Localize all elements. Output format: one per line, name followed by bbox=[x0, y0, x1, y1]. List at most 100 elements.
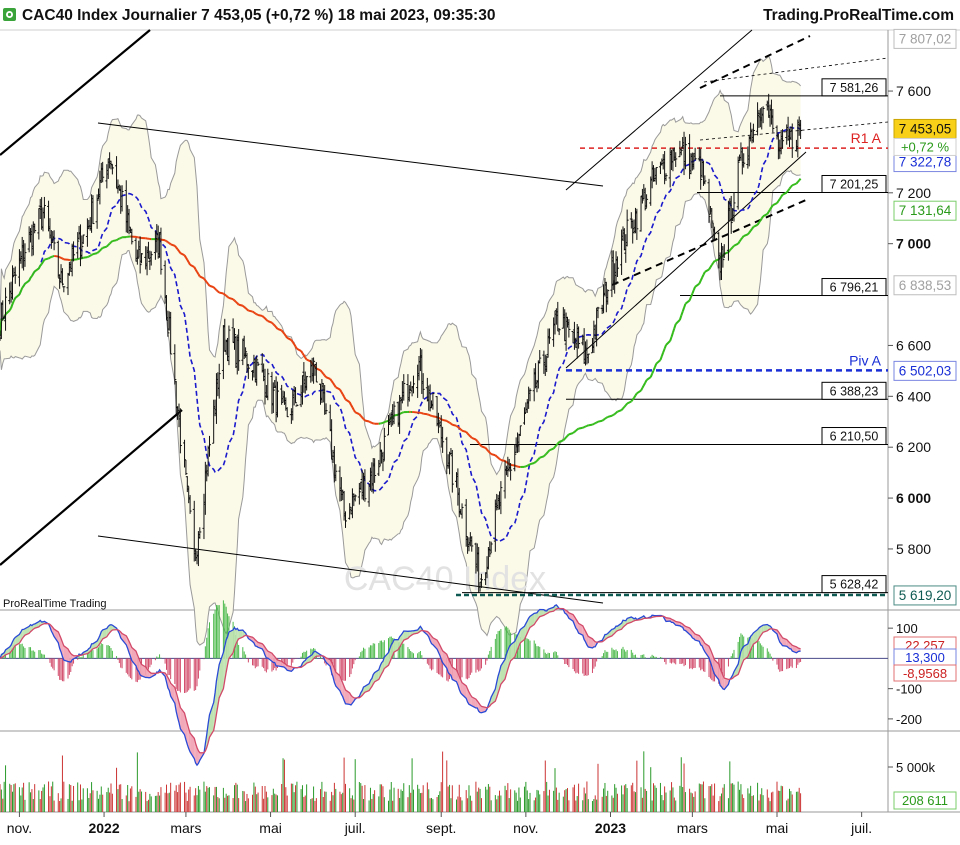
ma-long-seg-62 bbox=[118, 239, 119, 240]
price-tag-label-3: 7 322,78 bbox=[899, 155, 952, 170]
ma-long-seg-299 bbox=[577, 429, 578, 430]
ma-long-seg-167 bbox=[322, 372, 323, 374]
level-label-2: 6 796,21 bbox=[830, 281, 879, 295]
ma-long-seg-85 bbox=[161, 240, 165, 241]
ma-long-seg-282 bbox=[545, 453, 546, 454]
ma-long-seg-17 bbox=[31, 276, 32, 278]
ma-long-seg-377 bbox=[730, 249, 731, 251]
ma-long-seg-339 bbox=[655, 364, 656, 367]
ma-long-seg-312 bbox=[604, 419, 605, 420]
macd-panel: ProRealTime Trading100-100-20022,25713,3… bbox=[0, 598, 956, 765]
ma-long-seg-306 bbox=[592, 424, 593, 425]
ma-long-seg-288 bbox=[556, 444, 557, 445]
ma-long-seg-277 bbox=[536, 461, 537, 462]
ma-long-seg-316 bbox=[612, 415, 613, 416]
ma-long-seg-186 bbox=[359, 414, 360, 416]
ma-long-seg-359 bbox=[694, 287, 695, 290]
ma-long-seg-90 bbox=[171, 244, 175, 245]
ma-long-seg-58 bbox=[110, 242, 111, 243]
ma-long-seg-296 bbox=[573, 432, 574, 433]
ma-long-seg-274 bbox=[529, 464, 530, 465]
ma-long-seg-138 bbox=[265, 318, 266, 320]
ma-long-seg-6 bbox=[10, 308, 11, 310]
ma-long-seg-221 bbox=[427, 414, 428, 415]
ma-long-seg-257 bbox=[497, 457, 498, 458]
ma-long-seg-172 bbox=[332, 381, 333, 383]
macd-line bbox=[0, 605, 801, 765]
ma-long-seg-182 bbox=[351, 405, 352, 407]
ma-long-seg-12 bbox=[21, 288, 22, 291]
ma-long-seg-335 bbox=[647, 377, 651, 380]
price-tick-label-4: 6 400 bbox=[896, 388, 931, 404]
ma-long-seg-114 bbox=[218, 291, 219, 292]
ma-long-seg-240 bbox=[462, 431, 466, 432]
ma-long-seg-179 bbox=[344, 397, 345, 400]
level-label-5: 5 628,42 bbox=[830, 578, 879, 592]
ma-long-seg-199 bbox=[383, 422, 384, 423]
ma-long-seg-337 bbox=[652, 370, 653, 373]
ma-long-seg-236 bbox=[456, 426, 457, 427]
ma-long-seg-354 bbox=[684, 304, 685, 308]
ma-long-seg-291 bbox=[563, 439, 564, 440]
ma-long-seg-365 bbox=[705, 270, 709, 272]
change-label: +0,72 % bbox=[901, 139, 950, 154]
ma-long-seg-129 bbox=[247, 309, 248, 310]
ma-long-seg-345 bbox=[666, 341, 670, 345]
x-tick-label-4: juil. bbox=[344, 820, 366, 836]
ma-long-seg-132 bbox=[254, 312, 255, 313]
ma-long-seg-401 bbox=[777, 201, 778, 203]
brand-label: Trading.ProRealTime.com bbox=[763, 7, 954, 24]
ma-long-seg-378 bbox=[731, 247, 732, 248]
price-tick-label-2: 7 000 bbox=[896, 236, 931, 252]
ma-long-seg-344 bbox=[665, 345, 666, 349]
ma-long-seg-400 bbox=[773, 203, 777, 205]
ma-long-seg-92 bbox=[176, 248, 177, 250]
macd-tick-label-1: -100 bbox=[896, 682, 922, 697]
ma-long-seg-396 bbox=[767, 212, 768, 214]
ma-long-seg-96 bbox=[185, 255, 186, 257]
ma-long-seg-341 bbox=[660, 356, 661, 360]
ma-long-seg-45 bbox=[83, 257, 87, 258]
ma-long-seg-332 bbox=[642, 385, 643, 388]
ma-long-seg-305 bbox=[588, 425, 592, 426]
x-tick-label-9: mai bbox=[766, 820, 789, 836]
ma-long-seg-233 bbox=[450, 423, 451, 424]
x-tick-label-0: nov. bbox=[7, 820, 32, 836]
macd-label: ProRealTime Trading bbox=[3, 598, 107, 610]
ma-long-seg-18 bbox=[32, 274, 33, 277]
level-label-1: 7 201,25 bbox=[830, 177, 879, 191]
ma-long-seg-398 bbox=[770, 207, 771, 209]
ma-long-seg-223 bbox=[430, 415, 431, 416]
ma-long-seg-113 bbox=[216, 290, 217, 291]
ma-long-seg-379 bbox=[733, 246, 734, 248]
ma-long-seg-340 bbox=[656, 360, 660, 364]
ma-long-seg-168 bbox=[323, 374, 324, 376]
ma-long-seg-130 bbox=[248, 311, 252, 312]
ma-long-seg-276 bbox=[534, 462, 535, 463]
ma-long-seg-387 bbox=[749, 231, 750, 233]
ma-long-seg-317 bbox=[613, 414, 614, 415]
settings-icon[interactable] bbox=[3, 8, 16, 21]
ma-long-seg-133 bbox=[255, 313, 256, 314]
ma-long-seg-89 bbox=[169, 243, 170, 244]
volume-tick-label-0: 5 000k bbox=[896, 760, 936, 775]
ma-long-seg-121 bbox=[233, 299, 234, 300]
ma-long-seg-181 bbox=[350, 402, 351, 405]
ma-long-seg-120 bbox=[229, 298, 233, 299]
ma-long-seg-11 bbox=[19, 291, 20, 294]
ma-long-seg-384 bbox=[742, 236, 743, 238]
ma-long-seg-153 bbox=[294, 344, 295, 346]
ma-long-seg-7 bbox=[11, 304, 12, 308]
ma-long-seg-60 bbox=[112, 240, 116, 241]
ma-long-seg-119 bbox=[228, 297, 229, 298]
ma-long-seg-286 bbox=[554, 447, 555, 449]
ma-long-seg-292 bbox=[565, 437, 566, 439]
ma-long-seg-311 bbox=[602, 420, 603, 421]
ma-long-seg-352 bbox=[681, 312, 682, 316]
ma-long-seg-255 bbox=[491, 454, 495, 455]
ma-long-seg-22 bbox=[40, 264, 41, 266]
ma-long-seg-166 bbox=[321, 370, 322, 372]
ma-long-seg-331 bbox=[641, 388, 642, 391]
